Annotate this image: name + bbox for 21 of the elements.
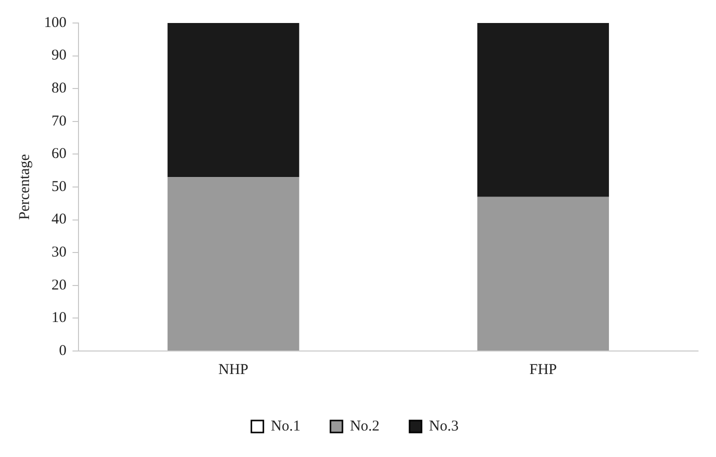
- bar: [168, 177, 300, 350]
- y-tick-label: 0: [59, 342, 66, 359]
- bar: [477, 196, 609, 350]
- legend-label: No.1: [270, 418, 300, 434]
- y-axis-title: Percentage: [16, 154, 33, 220]
- legend-label: No.3: [429, 418, 459, 434]
- bar: [168, 23, 300, 178]
- y-tick-label: 70: [52, 113, 66, 130]
- y-tick-label: 40: [52, 212, 66, 228]
- y-tick-label: 90: [52, 48, 66, 64]
- y-tick-label: 50: [52, 178, 66, 195]
- x-tick-label: FHP: [529, 362, 557, 378]
- y-tick-label: 80: [52, 80, 66, 97]
- x-tick-label: NHP: [218, 362, 248, 378]
- y-tick-label: 30: [52, 244, 66, 261]
- y-tick-label: 60: [52, 146, 66, 162]
- y-tick-label: 100: [44, 14, 66, 31]
- y-tick-label: 10: [52, 310, 66, 326]
- y-tick-label: 20: [52, 277, 66, 294]
- bar: [477, 23, 609, 197]
- legend-label: No.2: [350, 418, 380, 434]
